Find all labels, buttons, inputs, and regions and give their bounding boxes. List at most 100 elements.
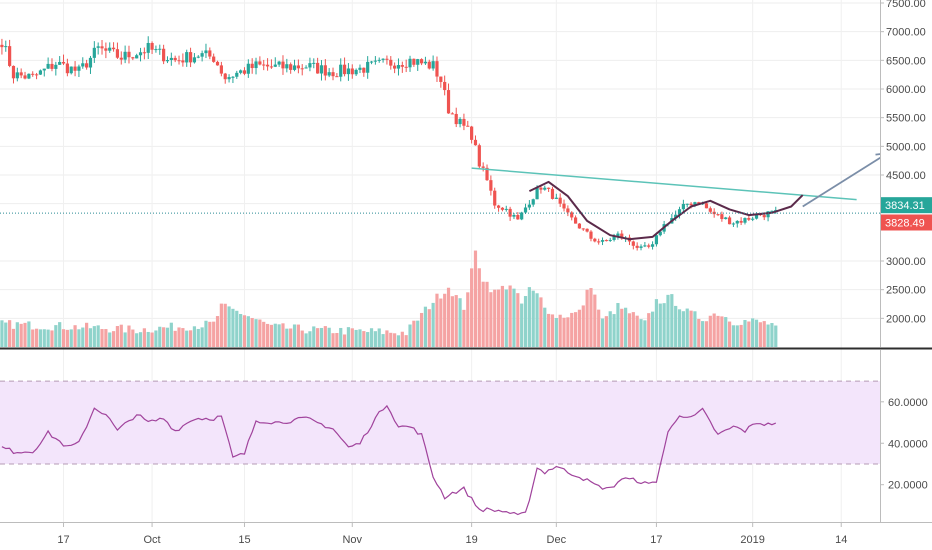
candle-body: [312, 62, 316, 64]
candle-body: [146, 42, 150, 53]
candle-body: [281, 61, 285, 69]
volume-bar: [366, 332, 370, 347]
volume-bar: [150, 332, 154, 347]
candle-body: [516, 215, 520, 220]
candle-body: [520, 212, 524, 220]
volume-bar: [92, 326, 96, 347]
volume-bar: [754, 319, 759, 347]
price-pane[interactable]: [0, 0, 932, 522]
candle-body: [616, 233, 620, 237]
candle-body: [677, 209, 682, 215]
rsi-pane[interactable]: [0, 380, 880, 516]
volume-bar: [31, 329, 35, 347]
volume-bar: [716, 315, 720, 347]
volume-bar: [100, 329, 104, 347]
volume-bar: [620, 308, 624, 347]
candle-body: [173, 57, 177, 61]
time-tick-label: 14: [835, 534, 847, 546]
candle-body: [523, 207, 528, 213]
volume-bar: [81, 327, 85, 347]
candle-body: [215, 61, 220, 66]
candle-body: [127, 51, 131, 58]
candle-body: [369, 61, 374, 63]
candle-body: [385, 58, 389, 60]
time-axis[interactable]: 17Oct15Nov19Dec17201914Feb: [0, 522, 932, 546]
volume-bar: [685, 308, 689, 347]
candle-body: [389, 59, 393, 66]
volume-bar: [446, 287, 451, 347]
candle-body: [223, 73, 227, 80]
candle-body: [454, 113, 458, 125]
volume-bar: [335, 333, 339, 347]
candle-body: [339, 64, 343, 77]
candle-body: [489, 180, 493, 191]
candle-body: [200, 53, 204, 57]
volume-bar: [462, 309, 466, 347]
candle-body: [316, 62, 320, 74]
price-tick-label: 6000.00: [886, 84, 926, 96]
volume-bar: [593, 294, 597, 347]
volume-bar: [531, 290, 535, 347]
volume-bar: [400, 331, 404, 347]
candle-body: [754, 213, 759, 219]
candle-body: [539, 187, 543, 190]
candle-body: [265, 64, 270, 67]
rsi-band: [0, 381, 880, 464]
volume-bar: [38, 329, 43, 347]
volume-bar: [154, 330, 158, 347]
drawings[interactable]: [471, 152, 890, 241]
candle-body: [4, 46, 8, 48]
candle-body: [204, 50, 208, 54]
rsi-axis-bg: [880, 350, 932, 522]
volume-bar: [177, 327, 181, 347]
volume-bar: [362, 331, 366, 347]
candle-body: [115, 49, 120, 58]
time-tick-label: Oct: [144, 534, 161, 546]
volume-bar: [404, 335, 408, 347]
volume-bar: [708, 315, 712, 347]
volume-bar: [612, 314, 616, 347]
rsi-axis[interactable]: 60.0000 40.0000 20.0000: [880, 350, 932, 522]
candle-body: [400, 65, 404, 67]
candle-body: [681, 203, 685, 210]
candle-body: [543, 187, 547, 190]
volume-bar: [616, 303, 620, 347]
volume-bar: [724, 317, 728, 347]
candle-body: [300, 68, 304, 70]
volume-bar: [192, 326, 197, 347]
candle-body: [585, 228, 589, 232]
candle-body: [0, 44, 4, 48]
volume-bar: [500, 285, 505, 347]
volume-bar: [162, 327, 166, 347]
volume-bar: [527, 287, 531, 347]
candle-body: [111, 47, 116, 50]
candle-body: [304, 67, 308, 69]
volume-bar: [589, 288, 593, 347]
candle-body: [612, 236, 616, 240]
volume-bar: [554, 317, 558, 347]
volume-bar: [119, 324, 123, 347]
volume-bar: [381, 334, 385, 347]
candle-body: [100, 46, 104, 49]
volume-bar: [747, 321, 751, 347]
candle-body: [635, 245, 639, 248]
volume-bar: [208, 321, 212, 347]
volume-bar: [396, 335, 401, 347]
candle-body: [77, 66, 81, 71]
volume-bar: [96, 325, 100, 347]
projection-arrow[interactable]: [802, 152, 888, 208]
candle-body: [15, 72, 19, 79]
volume-bar: [246, 316, 250, 347]
rsi-tick-label: 60.0000: [888, 397, 928, 409]
candle-body: [720, 214, 724, 220]
price-axis[interactable]: 7500.00 7000.00 6500.00 6000.00 5500.00 5000.…: [880, 0, 932, 347]
candle-body: [335, 76, 339, 78]
candle-body: [289, 64, 293, 70]
volume-bar: [181, 328, 185, 347]
resistance-trendline[interactable]: [471, 167, 857, 201]
candle-body: [396, 65, 401, 69]
volume-bar: [389, 332, 393, 347]
volume-bar: [34, 328, 39, 347]
cup-handle-curve[interactable]: [528, 180, 804, 241]
